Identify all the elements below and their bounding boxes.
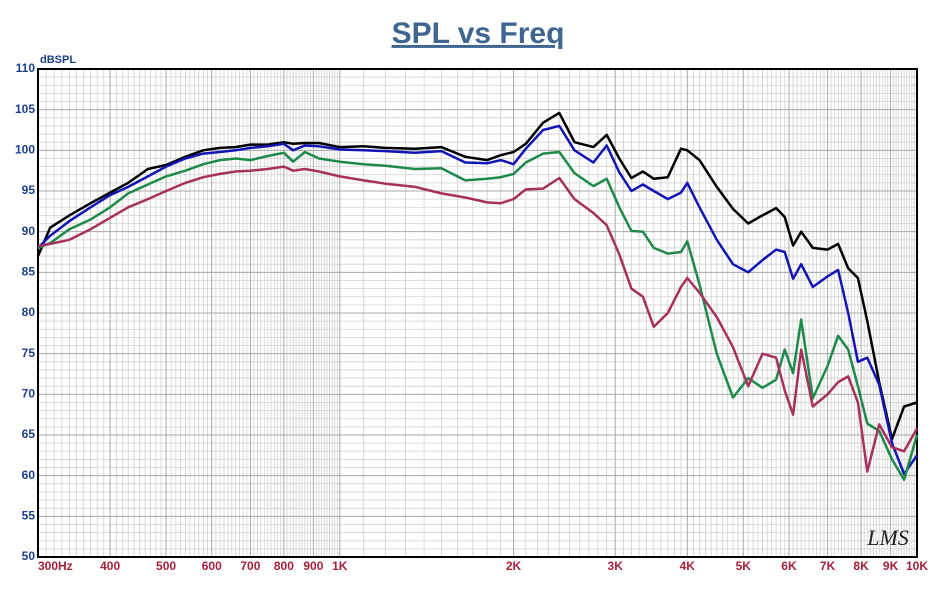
x-tick-label: 5K bbox=[736, 559, 752, 573]
x-tick-label: 7K bbox=[820, 559, 836, 573]
series-line bbox=[37, 165, 919, 473]
x-tick-label: 6K bbox=[781, 559, 797, 573]
y-tick-label: 105 bbox=[15, 102, 35, 116]
y-tick-label: 80 bbox=[22, 305, 36, 319]
y-tick-label: 85 bbox=[22, 265, 36, 279]
x-tick-label: 1K bbox=[332, 559, 348, 573]
x-tick-label: 600 bbox=[202, 559, 222, 573]
x-tick-label: 500 bbox=[156, 559, 176, 573]
y-tick-label: 50 bbox=[22, 549, 36, 563]
series-line bbox=[36, 111, 918, 441]
x-tick-label: 300 bbox=[38, 559, 58, 573]
y-tick-label: 65 bbox=[22, 427, 36, 441]
plot-border bbox=[37, 68, 918, 558]
x-tick-label: 900 bbox=[303, 559, 323, 573]
series-line bbox=[37, 124, 919, 476]
watermark: LMS bbox=[866, 525, 909, 550]
y-tick-label: 60 bbox=[22, 468, 36, 482]
y-axis-label: dBSPL bbox=[40, 54, 76, 66]
y-tick-label: 55 bbox=[22, 509, 36, 523]
x-tick-label: 10K bbox=[906, 559, 928, 573]
y-tick-label: 70 bbox=[22, 387, 36, 401]
x-tick-label: 400 bbox=[100, 559, 120, 573]
y-tick-label: 95 bbox=[22, 183, 36, 197]
y-tick-label: 100 bbox=[15, 143, 35, 157]
chart-title: SPL vs Freq bbox=[392, 17, 565, 50]
x-axis-label: Hz bbox=[58, 559, 73, 573]
x-tick-label: 4K bbox=[680, 559, 696, 573]
y-tick-label: 110 bbox=[16, 61, 36, 75]
series-line bbox=[37, 150, 919, 481]
y-tick-label: 75 bbox=[22, 346, 36, 360]
x-tick-label: 9K bbox=[883, 559, 899, 573]
x-tick-label: 700 bbox=[240, 559, 260, 573]
y-tick-label: 90 bbox=[22, 224, 36, 238]
x-tick-label: 800 bbox=[274, 559, 294, 573]
x-tick-label: 8K bbox=[853, 559, 869, 573]
x-tick-label: 2K bbox=[506, 559, 522, 573]
x-tick-label: 3K bbox=[608, 559, 624, 573]
